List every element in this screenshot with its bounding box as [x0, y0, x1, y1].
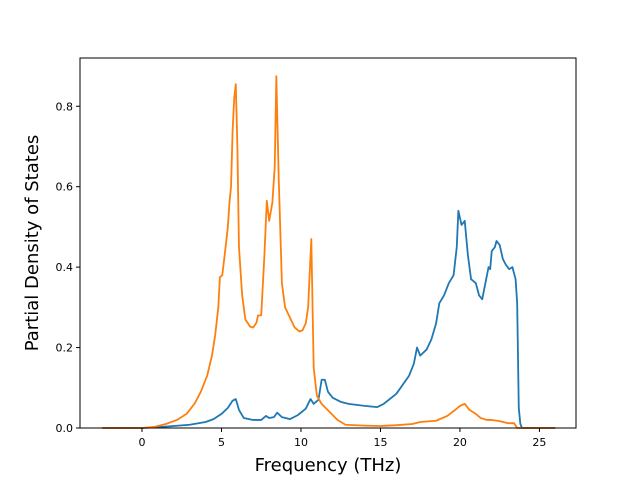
x-axis-label: Frequency (THz) — [255, 455, 402, 476]
x-tick-label: 25 — [532, 436, 546, 449]
x-tick-label: 10 — [294, 436, 308, 449]
y-tick-label: 0.6 — [56, 181, 74, 194]
x-tick-label: 5 — [218, 436, 225, 449]
series-layer — [102, 75, 556, 429]
y-tick-label: 0.0 — [56, 422, 74, 435]
plot-frame — [79, 57, 577, 429]
y-tick-label: 0.2 — [56, 342, 74, 355]
ticks-layer: 0 5 10 15 20 25 0.0 0.2 0.4 0.6 0.8 — [56, 100, 547, 449]
y-tick-label: 0.8 — [56, 100, 74, 113]
x-tick-label: 15 — [373, 436, 387, 449]
series-line-2 — [102, 75, 556, 429]
y-axis-label: Partial Density of States — [22, 135, 43, 352]
series-line-1 — [102, 209, 556, 429]
y-tick-label: 0.4 — [56, 261, 74, 274]
x-tick-label: 20 — [453, 436, 467, 449]
x-tick-label: 0 — [139, 436, 146, 449]
